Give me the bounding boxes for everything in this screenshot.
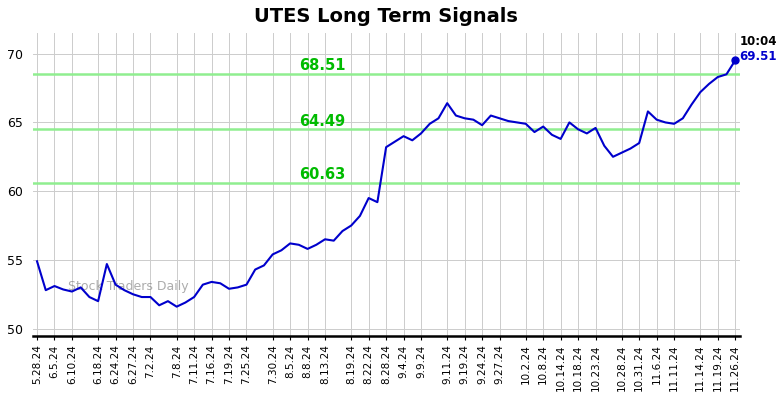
Text: 64.49: 64.49: [299, 113, 345, 129]
Text: 68.51: 68.51: [299, 59, 345, 73]
Text: Stock Traders Daily: Stock Traders Daily: [68, 280, 189, 293]
Text: 60.63: 60.63: [299, 167, 345, 181]
Text: 10:04: 10:04: [739, 35, 777, 48]
Title: UTES Long Term Signals: UTES Long Term Signals: [254, 7, 518, 26]
Text: 69.51: 69.51: [739, 50, 777, 63]
